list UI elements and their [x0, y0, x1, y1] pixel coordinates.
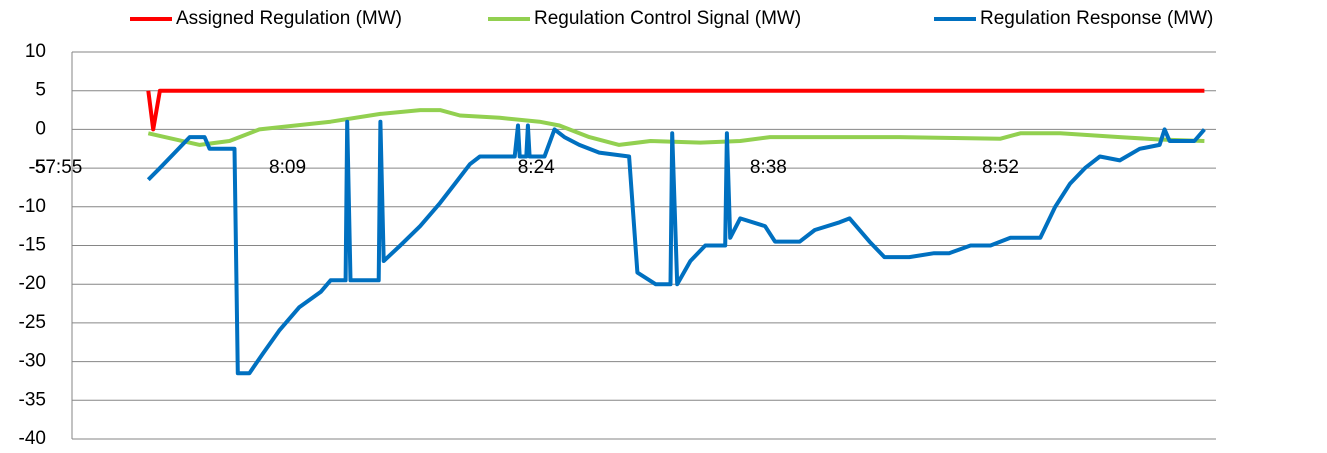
x-tick-label: 8:24 — [518, 157, 555, 178]
y-tick-label: -5 — [29, 157, 46, 178]
series-line — [146, 119, 1206, 376]
y-tick-label: -40 — [19, 428, 46, 449]
y-tick-label: 10 — [25, 41, 46, 62]
y-tick-label: 0 — [35, 118, 46, 139]
legend-label: Assigned Regulation (MW) — [176, 8, 402, 29]
y-tick-label: 5 — [35, 80, 46, 101]
legend-label: Regulation Control Signal (MW) — [534, 8, 801, 29]
y-tick-label: -35 — [19, 389, 46, 410]
y-tick-label: -20 — [19, 273, 46, 294]
x-tick-label: -57:55 — [28, 157, 82, 178]
y-tick-label: -25 — [19, 312, 46, 333]
y-tick-label: -10 — [19, 196, 46, 217]
legend-label: Regulation Response (MW) — [980, 8, 1213, 29]
y-tick-label: -30 — [19, 351, 46, 372]
x-tick-label: 8:38 — [750, 157, 787, 178]
y-tick-label: -15 — [19, 235, 46, 256]
series-line — [146, 88, 1205, 132]
x-tick-label: 8:09 — [269, 157, 306, 178]
x-tick-label: 8:52 — [982, 157, 1019, 178]
series-line — [147, 108, 1205, 147]
